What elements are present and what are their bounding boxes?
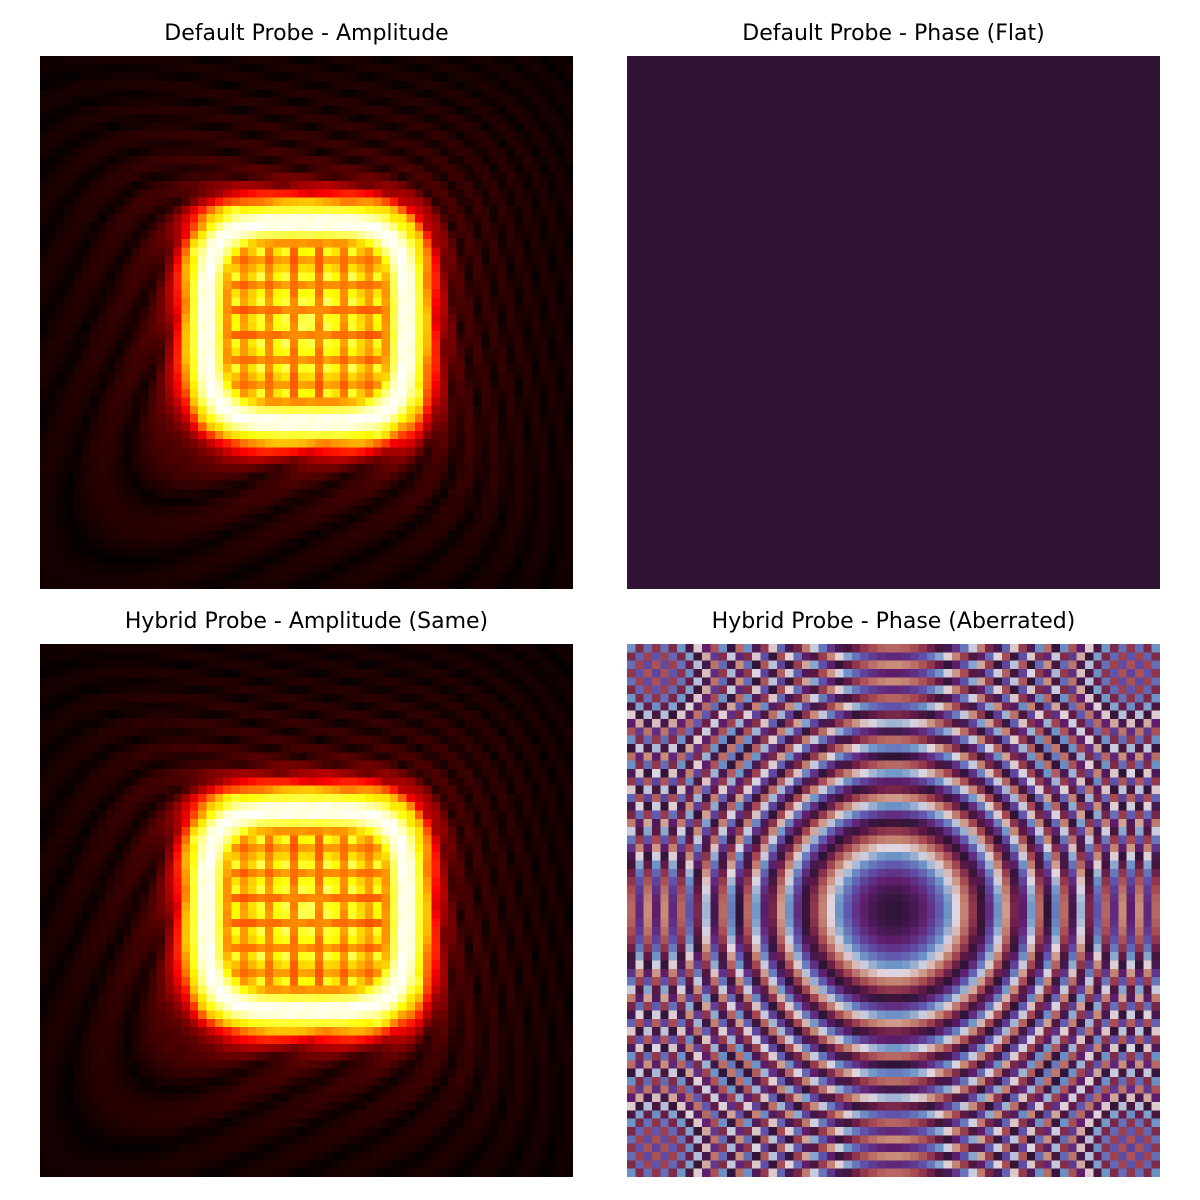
heatmap-hybrid-amplitude: [40, 644, 573, 1177]
heatmap-default-phase: [627, 56, 1160, 589]
panel-title-hybrid-amplitude: Hybrid Probe - Amplitude (Same): [124, 609, 489, 634]
heatmap-default-amplitude: [40, 56, 573, 589]
panel-title-hybrid-phase: Hybrid Probe - Phase (Aberrated): [711, 609, 1076, 634]
panel-title-default-amplitude: Default Probe - Amplitude: [164, 21, 449, 46]
panel-title-default-phase: Default Probe - Phase (Flat): [742, 21, 1045, 46]
heatmap-hybrid-phase: [627, 644, 1160, 1177]
